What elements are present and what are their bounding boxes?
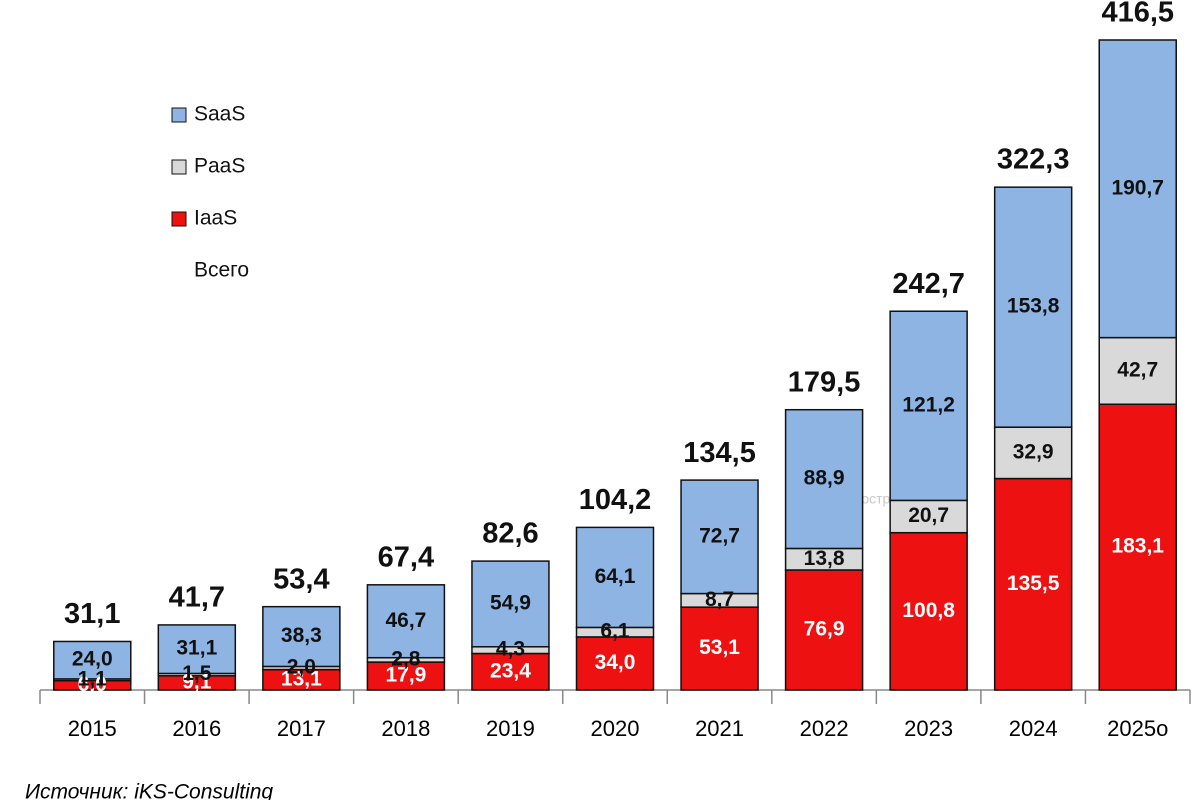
total-label: 104,2 [579,484,652,516]
legend-label: Всего [194,259,249,282]
value-label: 6,1 [600,620,630,643]
value-label: 190,7 [1111,176,1164,199]
value-label: 31,1 [176,637,217,660]
value-label: 20,7 [908,504,949,527]
value-label: 76,9 [804,618,845,641]
x-tick-label: 2015 [68,716,117,741]
x-tick-label: 2021 [695,716,744,741]
total-label: 41,7 [169,582,225,614]
value-label: 2,0 [287,656,316,679]
value-label: 135,5 [1007,572,1060,595]
legend-label: SaaS [194,103,245,126]
bar-segment [53,640,132,680]
value-label: 100,8 [902,599,955,622]
bar-segment [889,310,968,502]
value-label: 153,8 [1007,295,1060,318]
value-label: 17,9 [385,664,426,687]
value-label: 13,8 [804,547,845,570]
value-label: 34,0 [595,651,636,674]
x-tick-label: 2022 [800,716,849,741]
total-label: 242,7 [892,268,965,300]
total-label: 322,3 [997,144,1070,176]
x-tick-label: 2018 [381,716,430,741]
legend-label: PaaS [194,155,245,178]
bar-segment [889,531,968,691]
value-label: 121,2 [902,393,955,416]
bar-segment [575,526,655,629]
value-label: 9,1 [182,670,212,693]
bar-segment [1098,39,1177,339]
x-tick-label: 2019 [486,716,535,741]
value-label: 4,3 [496,638,525,661]
bar-segment [1098,336,1177,405]
value-label: 88,9 [804,467,845,490]
value-label: 38,3 [281,624,322,647]
bar-segment [262,605,341,668]
value-label: 53,1 [699,636,740,659]
value-label: 2,8 [391,647,421,670]
source-note: Источник: iKS-Consulting [25,781,273,800]
x-tick-label: 2016 [172,716,221,741]
value-label: 54,9 [490,591,531,614]
bar-segment [680,479,759,595]
value-label: 32,9 [1013,440,1054,463]
legend-swatch [171,107,187,123]
total-label: 53,4 [273,563,329,595]
x-tick-label: 2020 [591,716,640,741]
bar-segment [471,560,550,648]
value-label: 183,1 [1111,535,1164,558]
bar-segment [575,636,655,691]
x-tick-label: 2024 [1009,716,1058,741]
value-label: 6,0 [78,673,107,696]
value-label: 72,7 [699,524,740,547]
total-label: 82,6 [482,518,538,550]
total-label: 179,5 [788,367,861,399]
bar-segment [366,584,446,659]
total-label: 416,5 [1101,0,1174,29]
value-label: 24,0 [72,648,113,671]
x-tick-label: 2023 [904,716,953,741]
value-label: 1,1 [78,667,108,690]
total-label: 134,5 [683,437,756,469]
value-label: 23,4 [490,659,531,682]
value-label: 64,1 [595,565,636,588]
bar-segment [680,606,759,691]
total-label: 31,1 [64,598,120,630]
x-tick-label: 2025о [1107,716,1168,741]
legend-swatch [171,159,187,175]
legend-swatch [171,211,187,227]
bar-segment [366,661,446,691]
x-tick-label: 2017 [277,716,326,741]
bar-segment [157,624,237,675]
value-label: 13,1 [281,667,322,690]
value-label: 8,7 [705,588,734,611]
value-label: 46,7 [385,609,426,632]
bar-segment [993,186,1073,428]
value-label: 42,7 [1117,358,1158,381]
value-label: 1,5 [182,662,212,685]
bar-segment [784,408,864,550]
bar-segment [1098,403,1177,691]
legend-label: IaaS [194,207,237,230]
bar-segment [993,477,1073,691]
total-label: 67,4 [378,541,434,573]
